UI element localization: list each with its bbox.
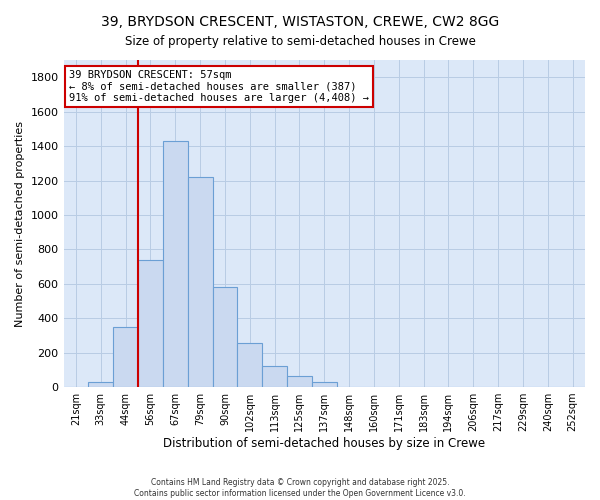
X-axis label: Distribution of semi-detached houses by size in Crewe: Distribution of semi-detached houses by … bbox=[163, 437, 485, 450]
Text: Contains HM Land Registry data © Crown copyright and database right 2025.
Contai: Contains HM Land Registry data © Crown c… bbox=[134, 478, 466, 498]
Text: 39 BRYDSON CRESCENT: 57sqm
← 8% of semi-detached houses are smaller (387)
91% of: 39 BRYDSON CRESCENT: 57sqm ← 8% of semi-… bbox=[69, 70, 369, 103]
Bar bbox=[88, 382, 113, 387]
Text: Size of property relative to semi-detached houses in Crewe: Size of property relative to semi-detach… bbox=[125, 35, 475, 48]
Bar bbox=[212, 287, 238, 387]
Bar bbox=[238, 342, 262, 387]
Text: 39, BRYDSON CRESCENT, WISTASTON, CREWE, CW2 8GG: 39, BRYDSON CRESCENT, WISTASTON, CREWE, … bbox=[101, 15, 499, 29]
Bar bbox=[163, 141, 188, 387]
Y-axis label: Number of semi-detached properties: Number of semi-detached properties bbox=[15, 120, 25, 326]
Bar bbox=[138, 260, 163, 387]
Bar bbox=[312, 382, 337, 387]
Bar bbox=[262, 366, 287, 387]
Bar bbox=[287, 376, 312, 387]
Bar bbox=[113, 327, 138, 387]
Bar bbox=[188, 177, 212, 387]
